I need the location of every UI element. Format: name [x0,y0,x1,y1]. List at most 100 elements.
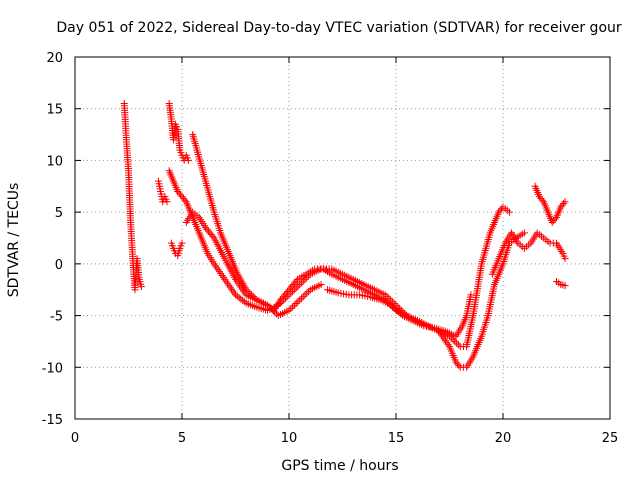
data-point-interp [496,206,504,214]
data-point [174,187,182,195]
data-point [452,358,460,366]
data-point-interp [284,287,292,295]
data-point [561,255,569,263]
data-point-interp [290,301,298,309]
data-point-interp [301,291,309,299]
series-arc8 [324,286,475,340]
data-point [296,281,304,289]
data-point-interp [240,298,248,306]
data-point-interp [286,284,294,292]
y-tick-label: -10 [42,361,63,376]
data-point [467,291,475,299]
data-point [163,198,171,206]
series-arc5 [165,167,513,351]
data-point [178,193,186,201]
data-point [520,229,528,237]
data-point-interp [233,292,241,300]
data-point-interp [278,294,286,302]
data-point [317,281,325,289]
chart-title: Day 051 of 2022, Sidereal Day-to-day VTE… [56,20,622,36]
data-point-interp [273,310,281,318]
data-point-interp [537,194,545,202]
plot-frame [74,56,611,420]
data-point-interp [269,306,277,314]
data-point [535,193,543,201]
data-point-interp [550,217,558,225]
axis-ticks [74,56,611,420]
data-point-interp [397,310,405,318]
data-point [264,301,272,309]
series-arc2 [154,177,171,206]
data-point [232,291,239,299]
x-tick-labels: 0 5 10 15 20 25 [71,431,618,446]
data-point-interp [177,191,185,199]
data-points [120,100,569,371]
data-point [285,286,293,294]
data-point-interp [282,289,290,297]
data-point-interp [203,225,211,233]
data-point-interp [305,287,313,295]
data-point [505,208,513,216]
y-tick-label: -5 [50,310,63,325]
data-point-interp [551,215,559,223]
x-tick-label: 25 [602,431,619,446]
data-point [561,198,569,206]
data-point-interp [390,303,398,311]
y-tick-label: 0 [55,258,63,273]
data-point [548,218,556,226]
x-axis-label: GPS time / hours [281,458,398,474]
data-point-interp [391,305,399,313]
data-point [557,203,565,211]
data-point-interp [297,294,305,302]
y-tick-labels: -15 -10 -5 0 5 10 15 20 [42,51,63,428]
y-tick-label: 10 [46,154,63,169]
data-point [285,306,293,314]
data-point-interp [291,279,299,287]
series-arc10 [531,182,569,226]
data-point-interp [294,298,302,306]
data-point-interp [538,196,546,204]
data-point [296,296,304,304]
data-point [202,224,210,232]
series-arc9 [488,229,569,278]
data-point-interp [292,277,300,285]
data-point-interp [303,289,311,297]
data-point-interp [288,282,296,290]
data-point-interp [271,308,279,316]
data-point [178,239,186,247]
data-point-interp [207,231,215,239]
series-arc4 [167,239,186,260]
data-point-interp [451,337,459,345]
data-point-interp [267,305,275,313]
data-point-interp [281,291,289,299]
data-point-interp [453,360,461,368]
data-point-interp [560,200,568,208]
data-point [184,156,192,164]
x-tick-label: 0 [71,431,79,446]
y-tick-label: 5 [55,206,63,221]
x-tick-label: 15 [388,431,405,446]
data-point-interp [287,305,295,313]
y-tick-label: 15 [46,103,63,118]
data-point [388,301,396,309]
data-point-interp [299,293,307,301]
series-arc7 [182,208,325,320]
data-point-interp [237,295,245,303]
data-point-interp [181,196,189,204]
data-point-interp [179,194,187,202]
data-point [495,208,503,216]
data-point [561,282,569,290]
y-axis-label: SDTVAR / TECUs [6,183,22,298]
data-point-interp [454,341,462,349]
data-point-interp [235,294,243,302]
data-point-interp [292,300,300,308]
data-point [137,283,145,291]
data-point-interp [449,336,457,344]
series-arc6 [189,131,528,371]
data-point-interp [455,362,463,370]
x-tick-label: 20 [495,431,512,446]
grid [75,57,610,419]
x-tick-label: 5 [178,431,186,446]
data-point-interp [175,189,183,197]
